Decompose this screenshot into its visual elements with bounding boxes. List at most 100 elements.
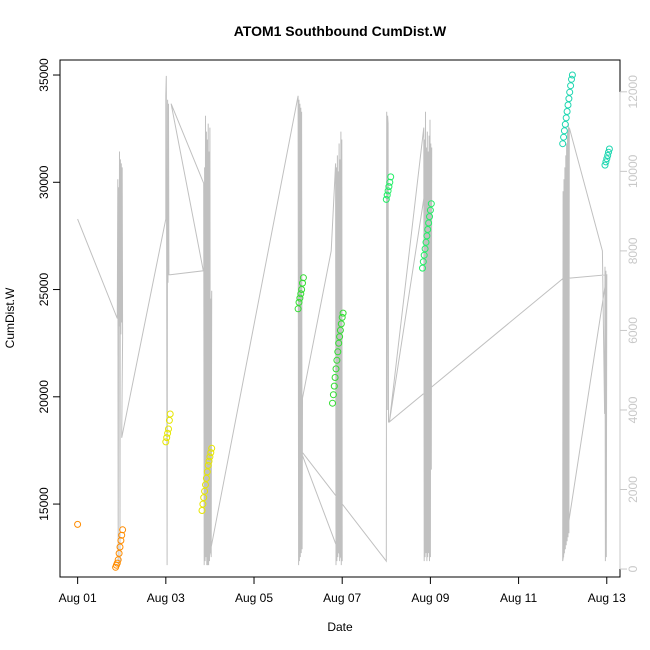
scatter-point (204, 461, 212, 469)
y-tick-label: 35000 (37, 58, 51, 92)
scatter-point (208, 444, 216, 452)
y2-tick-label: 2000 (626, 476, 640, 503)
scatter-point (165, 425, 172, 433)
scatter-point (331, 374, 339, 381)
scatter-point (385, 183, 393, 191)
scatter-point (113, 559, 121, 567)
scatter-point (202, 481, 209, 489)
scatter-point (387, 173, 395, 181)
scatter-point (382, 195, 390, 203)
y-axis-right: 0 2000 4000 6000 8000 10000 12000 (619, 75, 640, 572)
scatter-point (202, 474, 210, 482)
scatter-point (162, 438, 170, 446)
scatter-points-layer (74, 71, 613, 571)
scatter-point (425, 219, 433, 227)
scatter-point (207, 449, 215, 457)
scatter-point (563, 108, 571, 115)
scatter-point (333, 356, 341, 364)
scatter-point (568, 71, 576, 79)
y2-tick-label: 6000 (626, 317, 640, 344)
series-line (77, 75, 608, 566)
scatter-point (330, 382, 338, 390)
y-axis-left: 15000 20000 25000 30000 35000 (37, 58, 61, 521)
scatter-point (602, 158, 610, 166)
scatter-point (384, 187, 392, 195)
scatter-point (564, 101, 572, 109)
x-tick-label: Aug 07 (323, 591, 361, 605)
y2-tick-label: 12000 (626, 75, 640, 109)
scatter-point (164, 429, 172, 437)
scatter-point (201, 487, 209, 495)
scatter-point (567, 82, 575, 90)
scatter-point (116, 543, 124, 551)
scatter-point (295, 298, 303, 306)
scatter-point (334, 348, 342, 356)
scatter-point (339, 309, 347, 317)
scatter-point (426, 206, 434, 214)
x-tick-label: Aug 13 (588, 591, 626, 605)
y2-tick-label: 10000 (626, 154, 640, 188)
chart-title: ATOM1 Southbound CumDist.W (234, 23, 447, 39)
scatter-point (419, 258, 427, 266)
scatter-point (203, 468, 211, 476)
x-axis: Aug 01 Aug 03 Aug 05 Aug 07 Aug 09 Aug 11 Aug … (59, 576, 626, 605)
scatter-point (337, 320, 345, 328)
scatter-point (559, 140, 567, 148)
scatter-point (561, 120, 569, 128)
scatter-point (603, 155, 611, 163)
scatter-point (114, 556, 122, 564)
scatter-point (115, 549, 123, 557)
scatter-point (335, 339, 343, 347)
scatter-point (329, 391, 337, 399)
scatter-point (297, 290, 305, 298)
x-axis-label: Date (327, 620, 353, 634)
scatter-point (605, 145, 613, 153)
scatter-point (338, 313, 346, 321)
scatter-point (420, 251, 428, 259)
scatter-point (294, 305, 302, 313)
scatter-point (117, 537, 125, 544)
scatter-point (198, 507, 206, 514)
y-tick-label: 25000 (37, 273, 51, 307)
y2-tick-label: 8000 (626, 237, 640, 264)
scatter-point (296, 294, 304, 302)
y-tick-label: 20000 (37, 380, 51, 414)
scatter-point (332, 365, 340, 373)
scatter-point (74, 520, 82, 528)
y2-tick-label: 4000 (626, 396, 640, 423)
scatter-point (422, 238, 430, 246)
scatter-point (166, 410, 174, 418)
scatter-point (383, 191, 391, 199)
y-tick-label: 30000 (37, 165, 51, 199)
y2-tick-label: 0 (626, 565, 640, 572)
scatter-point (562, 114, 570, 122)
scatter-point (336, 326, 344, 334)
scatter-point (299, 274, 307, 282)
scatter-point (424, 226, 432, 233)
y-axis-label: CumDist.W (3, 287, 17, 348)
line-series-layer (77, 75, 608, 566)
scatter-point (560, 133, 568, 141)
scatter-point (568, 75, 575, 83)
x-tick-label: Aug 11 (500, 591, 537, 605)
x-tick-label: Aug 05 (235, 591, 273, 605)
scatter-point (298, 286, 306, 293)
scatter-point (601, 161, 609, 169)
scatter-point (163, 434, 171, 442)
scatter-point (205, 457, 213, 465)
y-tick-label: 15000 (37, 487, 51, 521)
scatter-point (329, 399, 336, 407)
x-tick-label: Aug 03 (147, 591, 185, 605)
scatter-point (199, 500, 207, 508)
scatter-point (566, 88, 574, 96)
scatter-point (605, 148, 612, 156)
scatter-point (119, 526, 127, 534)
x-tick-label: Aug 09 (411, 591, 449, 605)
scatter-point (560, 127, 568, 135)
scatter-point (604, 152, 612, 159)
scatter-point (200, 494, 208, 502)
scatter-point (421, 245, 429, 253)
x-tick-label: Aug 01 (59, 591, 97, 605)
scatter-point (427, 200, 435, 208)
